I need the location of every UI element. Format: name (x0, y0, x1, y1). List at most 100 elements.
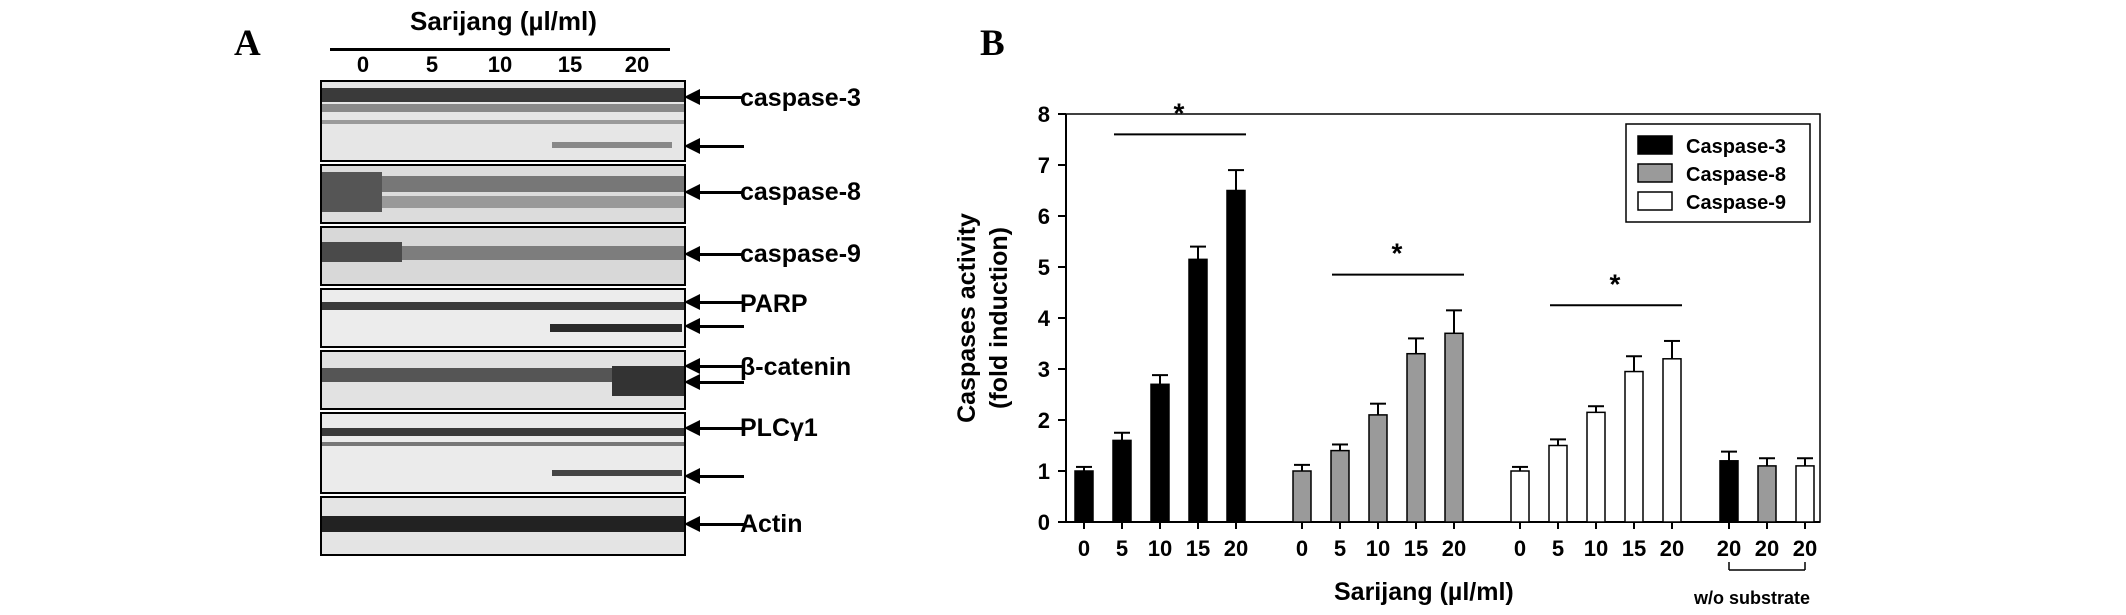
bar-caspase-9-5 (1548, 444, 1568, 523)
bar-caspase-9-5-label: 5 (1552, 536, 1564, 561)
significance-star-caspase-8: * (1392, 238, 1403, 269)
bar-without-substrate-1-label: 20 (1717, 536, 1741, 561)
bar-caspase-9-20 (1662, 358, 1682, 523)
blot-image-actin (322, 498, 684, 554)
y-tick-label-0: 0 (1038, 510, 1050, 535)
bar-caspase-9-0 (1510, 470, 1530, 523)
arrow-plcg1-cleaved (684, 468, 744, 484)
blot-actin (320, 496, 686, 556)
without-substrate-label: w/o substrate (1694, 588, 1811, 608)
panel-b-letter: B (980, 23, 1005, 64)
treatment-underline (330, 48, 670, 51)
bar-caspase-8-5-label: 5 (1334, 536, 1346, 561)
label-beta-catenin: β-catenin (740, 353, 852, 381)
blot-parp (320, 288, 686, 348)
legend-swatch-caspase-3 (1637, 135, 1673, 155)
legend-swatch-caspase-9 (1637, 191, 1673, 211)
bar-caspase-3-0-label: 0 (1078, 536, 1090, 561)
y-axis-title-line2: (fold induction) (985, 227, 1013, 409)
bar-caspase-8-20 (1444, 332, 1464, 523)
bar-caspase-8-0-label: 0 (1296, 536, 1308, 561)
dose-label-10: 10 (487, 52, 513, 77)
dose-label-0: 0 (356, 52, 370, 77)
blot-beta-catenin (320, 350, 686, 410)
blot-caspase-3 (320, 80, 686, 162)
blot-image-beta-catenin (322, 352, 684, 408)
legend-label-caspase-8: Caspase-8 (1686, 164, 1786, 186)
bar-caspase-9-0-label: 0 (1514, 536, 1526, 561)
bar-caspase-3-0 (1074, 470, 1094, 523)
bar-caspase-3-5-label: 5 (1116, 536, 1128, 561)
arrow-caspase-8 (684, 184, 744, 200)
y-tick-label-4: 4 (1038, 306, 1051, 331)
dose-label-15: 15 (557, 52, 583, 77)
treatment-label: Sarijang (µl/ml) (410, 6, 597, 36)
arrow-parp (684, 294, 744, 310)
panel-a-letter: A (234, 23, 261, 64)
bar-caspase-3-5 (1112, 439, 1132, 523)
y-tick-label-2: 2 (1038, 408, 1050, 433)
bar-caspase-8-15 (1406, 352, 1426, 523)
arrow-beta-catenin (684, 358, 744, 374)
label-parp: PARP (740, 290, 808, 318)
y-tick-label-5: 5 (1038, 255, 1050, 280)
blot-image-parp (322, 290, 684, 346)
significance-star-caspase-3: * (1174, 97, 1185, 128)
arrow-caspase-9 (684, 246, 744, 262)
bar-without-substrate-3-label: 20 (1793, 536, 1817, 561)
y-tick-label-8: 8 (1038, 102, 1050, 127)
label-plcg1: PLCγ1 (740, 414, 818, 442)
arrow-actin (684, 516, 744, 532)
x-axis-label: Sarijang (µl/ml) (1334, 578, 1514, 606)
bar-caspase-3-15-label: 15 (1186, 536, 1210, 561)
label-caspase-8: caspase-8 (740, 178, 861, 206)
significance-star-caspase-9: * (1610, 268, 1621, 299)
bar-caspase-3-20 (1226, 189, 1246, 523)
label-actin: Actin (740, 510, 803, 538)
legend-swatch-caspase-8 (1637, 163, 1673, 183)
bar-caspase-3-15 (1188, 258, 1208, 523)
legend-label-caspase-9: Caspase-9 (1686, 192, 1786, 214)
bar-caspase-3-10 (1150, 383, 1170, 523)
bar-caspase-8-15-label: 15 (1404, 536, 1428, 561)
arrow-beta-catenin-cleaved (684, 374, 744, 390)
bar-caspase-8-0 (1292, 470, 1312, 523)
blot-image-caspase-3 (322, 82, 684, 160)
arrow-parp-cleaved (684, 318, 744, 334)
y-tick-label-7: 7 (1038, 153, 1050, 178)
arrow-caspase-3-cleaved (684, 138, 744, 154)
blot-caspase-9 (320, 226, 686, 286)
label-caspase-9: caspase-9 (740, 240, 861, 268)
y-axis-title-line1: Caspases activity (953, 213, 981, 423)
bar-without-substrate-3 (1795, 465, 1815, 523)
legend-label-caspase-3: Caspase-3 (1686, 136, 1786, 158)
dose-label-5: 5 (425, 52, 439, 77)
bar-caspase-9-15 (1624, 370, 1644, 523)
blot-plcg1 (320, 412, 686, 494)
arrow-caspase-3 (684, 89, 744, 105)
bar-caspase-3-10-label: 10 (1148, 536, 1172, 561)
bar-caspase-8-10 (1368, 414, 1388, 523)
dose-label-20: 20 (624, 52, 650, 77)
bar-caspase-3-20-label: 20 (1224, 536, 1248, 561)
bar-caspase-9-20-label: 20 (1660, 536, 1684, 561)
bar-without-substrate-1 (1719, 460, 1739, 523)
bar-caspase-8-5 (1330, 449, 1350, 523)
arrow-plcg1 (684, 420, 744, 436)
bar-caspase-9-15-label: 15 (1622, 536, 1646, 561)
bar-without-substrate-2-label: 20 (1755, 536, 1779, 561)
blot-image-plcg1 (322, 414, 684, 492)
bar-caspase-8-10-label: 10 (1366, 536, 1390, 561)
blot-image-caspase-9 (322, 228, 684, 284)
y-tick-label-3: 3 (1038, 357, 1050, 382)
label-caspase-3: caspase-3 (740, 84, 861, 112)
bar-caspase-9-10 (1586, 411, 1606, 523)
blot-caspase-8 (320, 164, 686, 224)
bar-caspase-8-20-label: 20 (1442, 536, 1466, 561)
blot-image-caspase-8 (322, 166, 684, 222)
bar-without-substrate-2 (1757, 465, 1777, 523)
bar-caspase-9-10-label: 10 (1584, 536, 1608, 561)
y-tick-label-1: 1 (1038, 459, 1050, 484)
y-tick-label-6: 6 (1038, 204, 1050, 229)
